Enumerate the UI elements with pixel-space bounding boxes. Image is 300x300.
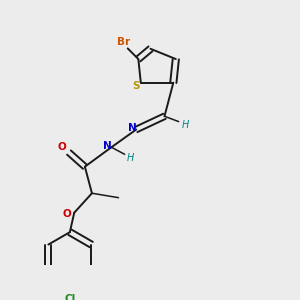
Text: Cl: Cl [64, 294, 76, 300]
Text: H: H [182, 120, 189, 130]
Text: Br: Br [117, 37, 130, 47]
Text: H: H [127, 153, 135, 163]
Text: N: N [103, 141, 112, 152]
Text: O: O [63, 209, 72, 220]
Text: O: O [58, 142, 66, 152]
Text: S: S [133, 81, 140, 91]
Text: N: N [128, 123, 137, 133]
